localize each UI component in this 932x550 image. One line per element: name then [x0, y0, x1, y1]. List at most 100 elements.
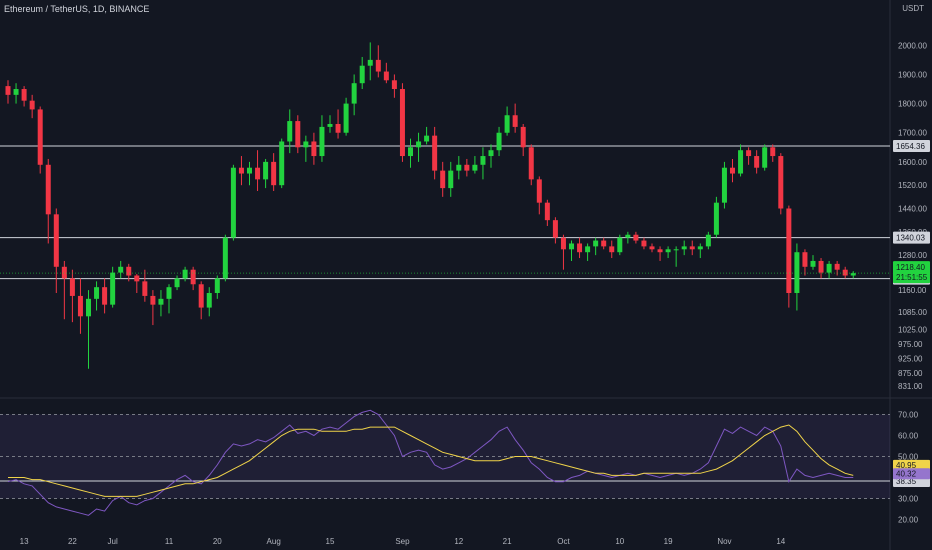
price-tick-label: 831.00	[898, 382, 923, 391]
candle-body	[166, 287, 172, 299]
candle-body	[303, 141, 309, 148]
candle-body	[295, 121, 301, 148]
chart-title: Ethereum / TetherUS, 1D, BINANCE	[4, 4, 150, 14]
candle-body	[585, 246, 591, 253]
candle-body	[730, 167, 735, 174]
x-tick-label: 12	[454, 537, 463, 546]
candle-body	[601, 240, 607, 247]
candle-body	[142, 281, 148, 296]
candle-body	[786, 208, 792, 294]
candle-body	[214, 278, 220, 294]
candle-body	[327, 123, 333, 127]
candle-body	[802, 252, 808, 267]
rsi-ma-value: 40.95	[896, 461, 917, 470]
candle-body	[343, 103, 349, 133]
candle-body	[850, 273, 856, 276]
candle-body	[190, 269, 196, 285]
rsi-ma-line	[8, 424, 854, 497]
level-label: 1340.03	[896, 234, 925, 243]
level-label-box	[893, 140, 930, 153]
candle-body	[335, 123, 341, 133]
candle-body	[641, 240, 647, 247]
candle-body	[311, 141, 317, 157]
candle-body	[472, 164, 478, 171]
candle-body	[424, 135, 430, 142]
candle-body	[665, 249, 671, 253]
candle-body	[834, 263, 840, 270]
candle-body	[705, 234, 711, 247]
candle-body	[383, 71, 389, 81]
candle-body	[713, 202, 719, 235]
candle-body	[560, 237, 566, 250]
rsi-tick-label: 50.00	[898, 453, 919, 462]
candle-body	[625, 234, 631, 238]
price-tick-label: 1700.00	[898, 129, 927, 138]
candle-body	[53, 214, 59, 267]
candle-body	[399, 89, 405, 157]
candle-body	[512, 115, 518, 127]
rsi-value-box	[893, 468, 930, 480]
candle-body	[287, 121, 293, 142]
candle-body	[94, 287, 100, 299]
candle-body	[150, 295, 156, 305]
candle-body	[617, 237, 623, 253]
x-tick-label: 10	[615, 537, 624, 546]
candle-body	[13, 89, 19, 95]
candle-body	[134, 275, 140, 282]
candle-body	[762, 147, 768, 168]
currency-label: USDT	[902, 4, 924, 13]
candle-body	[689, 246, 695, 250]
candle-body	[432, 135, 438, 171]
price-tick-label: 1900.00	[898, 70, 927, 79]
candle-body	[569, 243, 574, 250]
candle-body	[754, 156, 760, 168]
last-price-box	[893, 261, 930, 284]
candle-body	[102, 287, 108, 305]
candle-body	[416, 141, 422, 148]
candle-body	[126, 266, 132, 276]
candle-body	[77, 295, 83, 317]
candle-body	[657, 249, 663, 253]
candle-body	[255, 167, 261, 180]
candle-body	[496, 132, 502, 151]
x-tick-label: 21	[503, 537, 512, 546]
candle-body	[649, 246, 655, 250]
candle-body	[158, 298, 164, 305]
candle-body	[528, 147, 534, 180]
candle-body	[359, 65, 365, 84]
candle-body	[609, 246, 615, 253]
candle-body	[206, 293, 212, 308]
x-tick-label: Jul	[108, 537, 118, 546]
price-tick-label: 2000.00	[898, 41, 927, 50]
price-tick-label: 1600.00	[898, 158, 927, 167]
candle-body	[69, 278, 75, 296]
rsi-level-label: 38.35	[896, 477, 917, 486]
price-tick-label: 1280.00	[898, 251, 927, 260]
rsi-tick-label: 60.00	[898, 432, 919, 441]
candle-body	[520, 126, 526, 148]
price-tick-label: 1085.00	[898, 308, 927, 317]
candle-body	[738, 150, 744, 174]
x-tick-label: 13	[20, 537, 29, 546]
candle-body	[488, 150, 494, 157]
price-tick-label: 875.00	[898, 369, 923, 378]
countdown-label: 21:51:55	[896, 273, 928, 282]
candle-body	[778, 156, 784, 209]
candle-body	[110, 272, 116, 305]
candle-body	[174, 278, 180, 288]
rsi-line	[7, 409, 854, 516]
rsi-ma-value-box	[893, 459, 930, 471]
candle-body	[198, 284, 204, 308]
candle-body	[504, 115, 510, 133]
x-tick-label: Oct	[557, 537, 570, 546]
candle-body	[552, 220, 558, 238]
candle-body	[544, 202, 550, 221]
price-tick-label: 1160.00	[898, 286, 927, 295]
candle-body	[391, 80, 397, 90]
x-tick-label: 11	[165, 537, 174, 546]
candle-body	[61, 266, 67, 279]
candle-body	[746, 150, 752, 157]
candle-body	[408, 147, 413, 157]
candle-body	[842, 269, 848, 276]
